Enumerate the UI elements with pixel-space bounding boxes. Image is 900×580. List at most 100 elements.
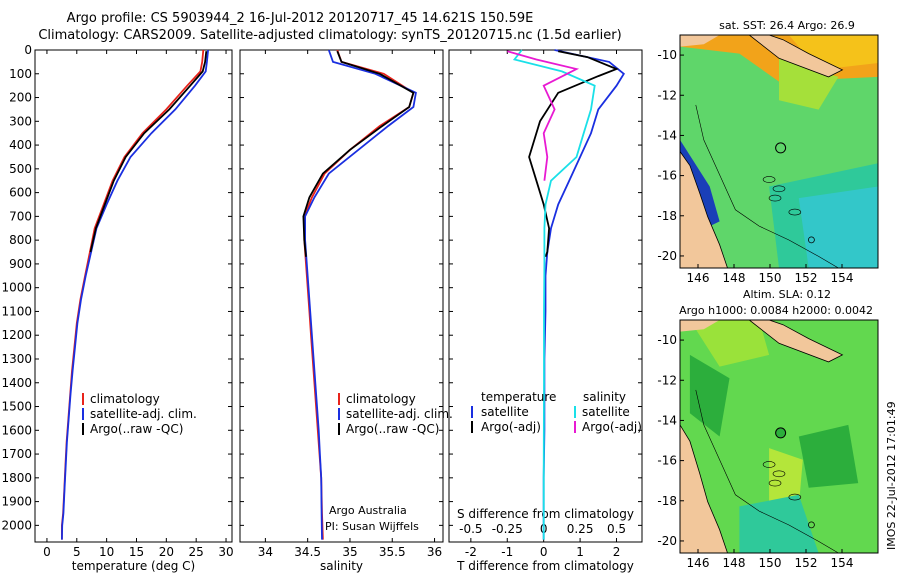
legend-title-salinity: salinity <box>583 390 626 404</box>
site-marker <box>808 521 815 529</box>
x-tick-label: 34.5 <box>294 545 321 559</box>
land-australia <box>680 150 728 268</box>
series-line-argo-raw-qc- <box>89 51 208 253</box>
reef-outline <box>762 176 776 183</box>
legend-swatch-argo <box>82 423 84 435</box>
field-patch <box>798 186 878 268</box>
legend-swatch-satellite <box>82 408 84 420</box>
x-tick-label: 2 <box>613 545 621 559</box>
field-patch <box>689 320 770 367</box>
y-tick-label: -18 <box>657 209 677 223</box>
x-tick-label: 146 <box>687 556 710 570</box>
legend-label-sal-argo: Argo(-adj) <box>582 420 642 434</box>
y-tick-label: 800 <box>9 233 32 247</box>
sla-map-panel: 146 148 150 152 154 -10 -12 -14 -16 -18 -20 Altim. … <box>657 288 879 570</box>
x-axis-label: temperature (deg C) <box>72 559 195 573</box>
x-axis-label: T difference from climatology <box>456 559 634 573</box>
y-tick-label: 1100 <box>1 304 32 318</box>
y-tick-label: 500 <box>9 162 32 176</box>
y-tick-label: -14 <box>657 413 677 427</box>
x-tick-label: 15 <box>129 545 144 559</box>
land-png <box>680 35 844 78</box>
y-tick-label: -12 <box>657 88 677 102</box>
sst-map-panel: 146 148 150 152 154 -10 -12 -14 -16 -18 -20 sat. SS… <box>657 19 879 285</box>
y-tick-label: -12 <box>657 373 677 387</box>
legend-swatch-argo <box>338 423 340 435</box>
series-line-argo-raw-qc- <box>302 50 415 257</box>
x-tick-label: 1 <box>576 545 584 559</box>
legend-label-climatology: climatology <box>346 392 416 406</box>
y-tick-label: 200 <box>9 91 32 105</box>
argo-position-marker <box>775 427 787 439</box>
x2-tick-label: 0.25 <box>567 522 594 536</box>
difference-legend: temperature satellite Argo(-adj) salinit… <box>471 390 642 434</box>
legend-label-sal-satellite: satellite <box>582 405 630 419</box>
y-tick-label: -16 <box>657 454 677 468</box>
x-tick-label: 34 <box>258 545 273 559</box>
x-tick-label: 150 <box>759 556 782 570</box>
y-tick-label: 1500 <box>1 400 32 414</box>
field-patch <box>798 424 859 488</box>
temperature-panel: 0 5 10 15 20 25 300100200300400500600700800900… <box>1 43 233 573</box>
x-tick-label: 154 <box>831 556 854 570</box>
difference-panel: -2 -1 0 1 2T difference from climatology S di… <box>448 49 643 573</box>
reef-outline <box>788 493 802 501</box>
field-patch <box>779 58 839 110</box>
legend-label-satellite: satellite-adj. clim. <box>90 407 197 421</box>
y-tick-label: 700 <box>9 209 32 223</box>
x-tick-label: 148 <box>723 556 746 570</box>
map-subtitle: Argo h1000: 0.0084 h2000: 0.0042 <box>679 304 873 317</box>
x-tick-label: 5 <box>73 545 81 559</box>
y-tick-label: -10 <box>657 333 677 347</box>
series-line-salinity-argo-adj- <box>507 50 580 181</box>
annotation-line-2: PI: Susan Wijffels <box>325 520 419 533</box>
field-patch <box>739 494 819 553</box>
legend-swatch-temp-argo <box>471 421 473 433</box>
legend-swatch-sal-argo <box>574 421 576 433</box>
y-tick-label: -16 <box>657 169 677 183</box>
legend-swatch-sal-satellite <box>574 406 576 418</box>
series-line-temperature-argo-adj- <box>528 50 619 258</box>
x-axis-label: salinity <box>320 559 363 573</box>
depth-contour <box>695 104 839 268</box>
y-tick-label: -10 <box>657 48 677 62</box>
annotation-line-1: Argo Australia <box>329 504 407 517</box>
x2-tick-label: 0.5 <box>607 522 626 536</box>
legend-title-temperature: temperature <box>481 390 556 404</box>
y-tick-label: 600 <box>9 186 32 200</box>
x-tick-label: 152 <box>795 556 818 570</box>
x-tick-label: 10 <box>99 545 114 559</box>
legend-label-climatology: climatology <box>90 392 160 406</box>
map-field <box>680 35 878 268</box>
legend-label-satellite: satellite-adj. clim. <box>346 407 453 421</box>
x2-axis-label: S difference from climatology <box>457 507 634 521</box>
x2-tick-label: -0.25 <box>492 522 523 536</box>
footer-stamp: IMOS 22-Jul-2012 17:01:49 <box>885 401 898 550</box>
map-frame <box>679 34 879 269</box>
legend-label-argo: Argo(..raw -QC) <box>346 422 439 436</box>
field-patch <box>689 354 730 437</box>
x-tick-label: -2 <box>465 545 477 559</box>
x2-tick-label: -0.5 <box>459 522 482 536</box>
legend-label-temp-satellite: satellite <box>481 405 529 419</box>
x-tick-label: 25 <box>189 545 204 559</box>
x-tick-label: 150 <box>759 271 782 285</box>
x-tick-label: 0 <box>540 545 548 559</box>
x-tick-label: 35 <box>342 545 357 559</box>
reef-outline <box>788 208 802 216</box>
y-tick-label: 2000 <box>1 518 32 532</box>
land-australia <box>680 424 728 553</box>
y-tick-label: 1600 <box>1 423 32 437</box>
x-tick-label: 20 <box>159 545 174 559</box>
reef-outline <box>768 194 782 202</box>
land-png-west <box>680 35 720 47</box>
y-tick-label: -18 <box>657 494 677 508</box>
y-tick-label: 100 <box>9 67 32 81</box>
y-tick-label: 900 <box>9 257 32 271</box>
x-tick-label: 35.5 <box>379 545 406 559</box>
series-line-satellite-adj-clim- <box>61 49 209 540</box>
map-title: sat. SST: 26.4 Argo: 26.9 <box>719 19 855 32</box>
y-tick-label: 300 <box>9 114 32 128</box>
x-tick-label: 0 <box>43 545 51 559</box>
